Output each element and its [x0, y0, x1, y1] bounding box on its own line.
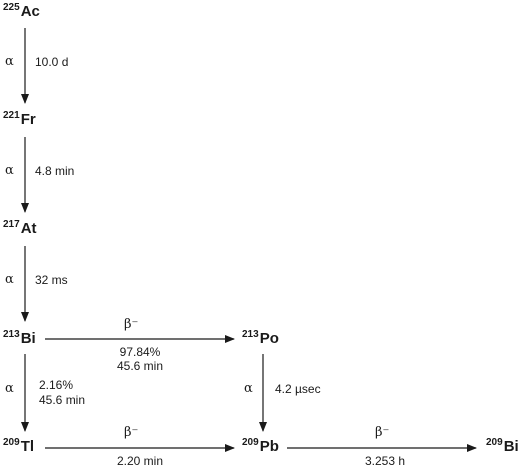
nuclide-at217: 217At — [3, 219, 37, 237]
decay-type-po-pb: α — [244, 381, 253, 396]
halflife-ac-fr: 10.0 d — [35, 55, 69, 69]
mass-number: 213 — [242, 329, 259, 340]
halflife-bi-tl: 45.6 min — [39, 393, 86, 407]
nuclide-bi213: 213Bi — [3, 329, 36, 347]
mass-number: 209 — [242, 437, 259, 448]
element-symbol: Tl — [20, 438, 35, 455]
branch-bi-po: 97.84% — [119, 345, 161, 359]
mass-number: 213 — [3, 329, 20, 340]
element-symbol: At — [20, 220, 37, 237]
element-symbol: Bi — [20, 330, 36, 347]
element-symbol: Bi — [503, 438, 519, 455]
decay-type-bi-po: β⁻ — [124, 317, 139, 332]
nuclide-bi209: 209Bi — [486, 437, 519, 455]
halflife-tl-pb: 2.20 min — [116, 454, 164, 468]
element-symbol: Po — [259, 330, 279, 347]
nuclide-po213: 213Po — [242, 329, 279, 347]
mass-number: 217 — [3, 219, 20, 230]
mass-number: 225 — [3, 2, 20, 13]
nuclide-fr221: 221Fr — [3, 110, 36, 128]
decay-type-pb-bi: β⁻ — [375, 425, 390, 440]
decay-type-bi-tl: α — [5, 381, 14, 396]
mass-number: 209 — [486, 437, 503, 448]
halflife-fr-at: 4.8 min — [35, 164, 75, 178]
halflife-po-pb: 4.2 µsec — [275, 382, 321, 396]
mass-number: 209 — [3, 437, 20, 448]
decay-type-tl-pb: β⁻ — [124, 425, 139, 440]
element-symbol: Ac — [20, 3, 40, 20]
nuclide-tl209: 209Tl — [3, 437, 34, 455]
decay-type-ac-fr: α — [5, 54, 14, 69]
mass-number: 221 — [3, 110, 20, 121]
nuclide-ac225: 225Ac — [3, 2, 40, 20]
decay-type-fr-at: α — [5, 163, 14, 178]
halflife-at-bi: 32 ms — [35, 273, 68, 287]
nuclide-pb209: 209Pb — [242, 437, 279, 455]
halflife-pb-bi: 3.253 h — [364, 454, 406, 468]
halflife-bi-po: 45.6 min — [116, 359, 164, 373]
branch-bi-tl: 2.16% — [39, 378, 74, 392]
element-symbol: Fr — [20, 111, 36, 128]
decay-type-at-bi: α — [5, 272, 14, 287]
element-symbol: Pb — [259, 438, 279, 455]
